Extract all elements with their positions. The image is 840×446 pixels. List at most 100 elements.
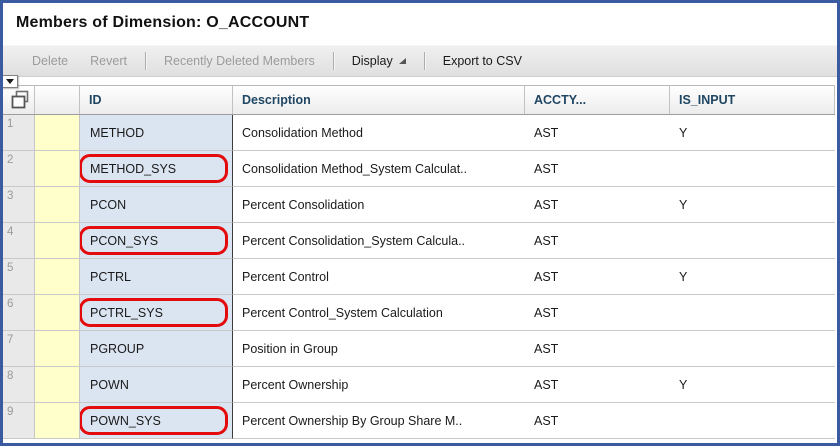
row-selector-cell[interactable] <box>35 259 80 295</box>
row-number-cell[interactable]: 5 <box>3 259 35 295</box>
display-menu-label: Display <box>351 54 393 68</box>
row-selector-cell[interactable] <box>35 331 80 367</box>
table-row[interactable]: 7 PGROUP Position in Group AST <box>3 331 835 367</box>
select-all-header-cell[interactable] <box>3 86 35 114</box>
id-cell[interactable]: METHOD_SYS <box>80 151 233 187</box>
column-header-is-input[interactable]: IS_INPUT <box>670 86 835 114</box>
id-cell[interactable]: METHOD <box>80 115 233 151</box>
id-highlight-box: PCON_SYS <box>80 226 228 255</box>
id-highlight-box: PCTRL <box>80 262 228 291</box>
accty-cell[interactable]: AST <box>525 115 670 151</box>
id-highlight-box: PGROUP <box>80 334 228 363</box>
id-cell[interactable]: POWN <box>80 367 233 403</box>
id-cell[interactable]: PCON <box>80 187 233 223</box>
id-highlight-box: POWN_SYS <box>80 406 228 435</box>
id-cell[interactable]: PCTRL <box>80 259 233 295</box>
row-number-cell[interactable]: 1 <box>3 115 35 151</box>
row-selector-cell[interactable] <box>35 115 80 151</box>
id-value: METHOD_SYS <box>90 161 177 176</box>
id-cell[interactable]: PGROUP <box>80 331 233 367</box>
accty-cell[interactable]: AST <box>525 151 670 187</box>
table-row[interactable]: 8 POWN Percent Ownership AST Y <box>3 367 835 403</box>
row-selector-cell[interactable] <box>35 403 80 439</box>
id-value: PCTRL_SYS <box>90 305 163 320</box>
is-input-cell[interactable] <box>670 403 835 439</box>
description-cell[interactable]: Percent Control <box>233 259 525 295</box>
table-row[interactable]: 1 METHOD Consolidation Method AST Y <box>3 115 835 151</box>
is-input-cell[interactable] <box>670 151 835 187</box>
menu-arrow-icon <box>398 57 406 64</box>
accty-cell[interactable]: AST <box>525 223 670 259</box>
description-cell[interactable]: Percent Ownership By Group Share M.. <box>233 403 525 439</box>
column-header-description[interactable]: Description <box>233 86 525 114</box>
page-title: Members of Dimension: O_ACCOUNT <box>16 14 310 31</box>
id-value: POWN <box>90 377 129 392</box>
description-cell[interactable]: Consolidation Method_System Calculat.. <box>233 151 525 187</box>
table-row[interactable]: 5 PCTRL Percent Control AST Y <box>3 259 835 295</box>
is-input-cell[interactable]: Y <box>670 367 835 403</box>
id-value: PGROUP <box>90 341 145 356</box>
accty-cell[interactable]: AST <box>525 187 670 223</box>
row-number-cell[interactable]: 8 <box>3 367 35 403</box>
id-highlight-box: METHOD_SYS <box>80 154 228 183</box>
table-body: 1 METHOD Consolidation Method AST Y 2 ME… <box>3 115 835 439</box>
chevron-down-icon <box>6 79 14 84</box>
is-input-cell[interactable] <box>670 331 835 367</box>
table-row[interactable]: 6 PCTRL_SYS Percent Control_System Calcu… <box>3 295 835 331</box>
title-bar: Members of Dimension: O_ACCOUNT <box>3 3 837 45</box>
row-selector-cell[interactable] <box>35 151 80 187</box>
column-menu-button[interactable] <box>3 75 18 88</box>
description-cell[interactable]: Percent Consolidation <box>233 187 525 223</box>
export-to-csv-button[interactable]: Export to CSV <box>442 54 522 68</box>
row-number-cell[interactable]: 6 <box>3 295 35 331</box>
is-input-cell[interactable]: Y <box>670 187 835 223</box>
id-value: PCON <box>90 197 127 212</box>
table-row[interactable]: 2 METHOD_SYS Consolidation Method_System… <box>3 151 835 187</box>
toolbar-separator <box>332 52 334 70</box>
column-header-id[interactable]: ID <box>80 86 233 114</box>
is-input-cell[interactable] <box>670 295 835 331</box>
table-row[interactable]: 3 PCON Percent Consolidation AST Y <box>3 187 835 223</box>
description-cell[interactable]: Consolidation Method <box>233 115 525 151</box>
toolbar-separator <box>423 52 425 70</box>
row-number-cell[interactable]: 4 <box>3 223 35 259</box>
description-cell[interactable]: Position in Group <box>233 331 525 367</box>
id-cell[interactable]: PCON_SYS <box>80 223 233 259</box>
row-number-cell[interactable]: 9 <box>3 403 35 439</box>
row-selector-cell[interactable] <box>35 295 80 331</box>
row-selector-cell[interactable] <box>35 223 80 259</box>
id-highlight-box: POWN <box>80 370 228 399</box>
accty-cell[interactable]: AST <box>525 295 670 331</box>
accty-cell[interactable]: AST <box>525 331 670 367</box>
id-value: PCTRL <box>90 269 131 284</box>
blank-header-cell <box>35 86 80 114</box>
id-highlight-box: PCTRL_SYS <box>80 298 228 327</box>
table-row[interactable]: 9 POWN_SYS Percent Ownership By Group Sh… <box>3 403 835 439</box>
is-input-cell[interactable]: Y <box>670 259 835 295</box>
toolbar: Delete Revert Recently Deleted Members D… <box>3 45 837 77</box>
row-number-cell[interactable]: 7 <box>3 331 35 367</box>
recently-deleted-members-button[interactable]: Recently Deleted Members <box>163 54 315 68</box>
row-selector-cell[interactable] <box>35 187 80 223</box>
is-input-cell[interactable]: Y <box>670 115 835 151</box>
description-cell[interactable]: Percent Control_System Calculation <box>233 295 525 331</box>
id-cell[interactable]: POWN_SYS <box>80 403 233 439</box>
table-header-row: ID Description ACCTY... IS_INPUT <box>3 85 835 115</box>
accty-cell[interactable]: AST <box>525 259 670 295</box>
row-number-cell[interactable]: 2 <box>3 151 35 187</box>
row-selector-cell[interactable] <box>35 367 80 403</box>
delete-button[interactable]: Delete <box>32 54 69 68</box>
is-input-cell[interactable] <box>670 223 835 259</box>
description-cell[interactable]: Percent Ownership <box>233 367 525 403</box>
description-cell[interactable]: Percent Consolidation_System Calcula.. <box>233 223 525 259</box>
revert-button[interactable]: Revert <box>90 54 127 68</box>
display-menu-button[interactable]: Display <box>341 54 417 68</box>
row-number-cell[interactable]: 3 <box>3 187 35 223</box>
table-row[interactable]: 4 PCON_SYS Percent Consolidation_System … <box>3 223 835 259</box>
id-cell[interactable]: PCTRL_SYS <box>80 295 233 331</box>
column-header-accty[interactable]: ACCTY... <box>525 86 670 114</box>
accty-cell[interactable]: AST <box>525 367 670 403</box>
members-table: ID Description ACCTY... IS_INPUT 1 METHO… <box>3 75 835 439</box>
accty-cell[interactable]: AST <box>525 403 670 439</box>
